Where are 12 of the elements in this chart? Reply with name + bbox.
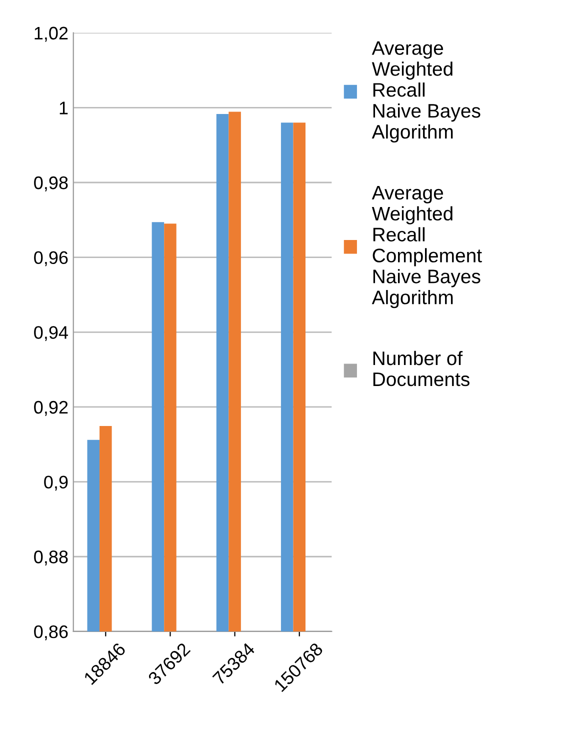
legend-label: Number of Documents xyxy=(373,350,470,386)
legend-label: Average Weighted Recall Complement Naive Bayes Algorithm xyxy=(372,186,482,308)
y-tick-label: 0,94 xyxy=(34,326,68,342)
y-tick-label: 1 xyxy=(60,102,68,114)
y-tick-label: 0,92 xyxy=(34,400,68,416)
y-tick-label: 0,96 xyxy=(34,251,68,266)
legend-label: Average Weighted Recall Naive Bayes Algorithm xyxy=(372,41,480,143)
y-tick-label: 0,88 xyxy=(34,550,68,566)
y-tick-label: 0,98 xyxy=(34,176,68,192)
y-tick-label: 1,02 xyxy=(34,26,68,42)
y-tick-label: 0,9 xyxy=(44,476,68,491)
y-tick-label: 0,86 xyxy=(34,625,68,640)
